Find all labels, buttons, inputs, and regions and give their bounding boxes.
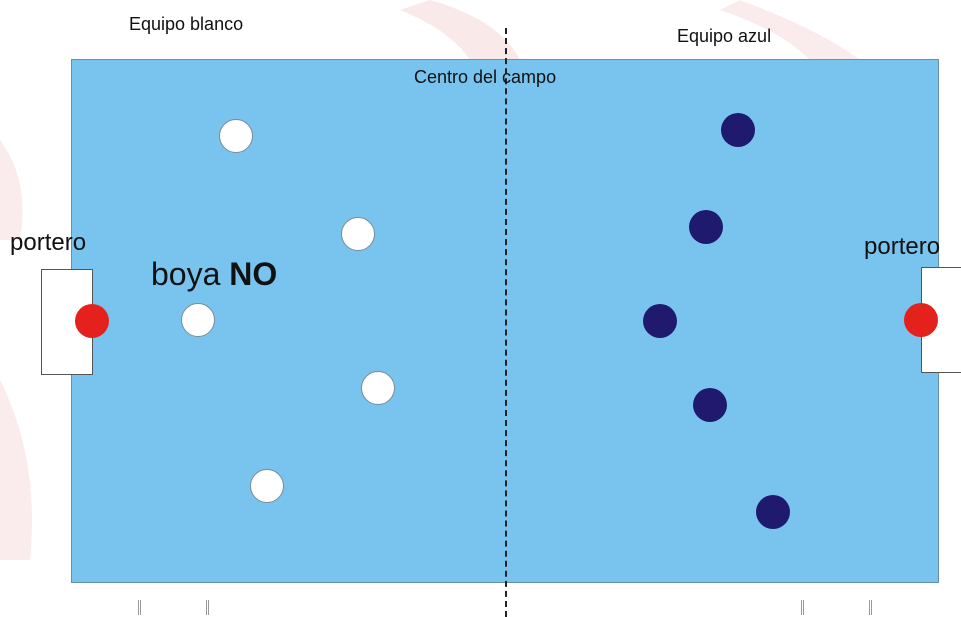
center-line bbox=[505, 28, 507, 617]
tick-mark bbox=[801, 600, 804, 615]
tick-mark bbox=[206, 600, 209, 615]
white-player-2 bbox=[341, 217, 375, 251]
goalkeeper-left bbox=[75, 304, 109, 338]
goalkeeper-left-label: portero bbox=[10, 229, 87, 256]
blue-player-5 bbox=[756, 495, 790, 529]
buoy-label: boya NO bbox=[151, 256, 277, 293]
buoy-label-prefix: boya bbox=[151, 256, 230, 292]
team-blue-label: Equipo azul bbox=[677, 26, 772, 46]
white-player-5 bbox=[250, 469, 284, 503]
goalkeeper-right bbox=[904, 303, 938, 337]
buoy-label-emphasis: NO bbox=[229, 256, 278, 292]
tick-mark bbox=[869, 600, 872, 615]
blue-player-3 bbox=[643, 304, 677, 338]
blue-player-2 bbox=[689, 210, 723, 244]
white-player-1 bbox=[219, 119, 253, 153]
center-label: Centro del campo bbox=[414, 67, 557, 87]
blue-player-1 bbox=[721, 113, 755, 147]
blue-player-4 bbox=[693, 388, 727, 422]
team-white-label: Equipo blanco bbox=[129, 14, 244, 34]
white-player-3 bbox=[181, 303, 215, 337]
goalkeeper-right-label: portero bbox=[864, 233, 941, 260]
tick-mark bbox=[138, 600, 141, 615]
white-player-4 bbox=[361, 371, 395, 405]
